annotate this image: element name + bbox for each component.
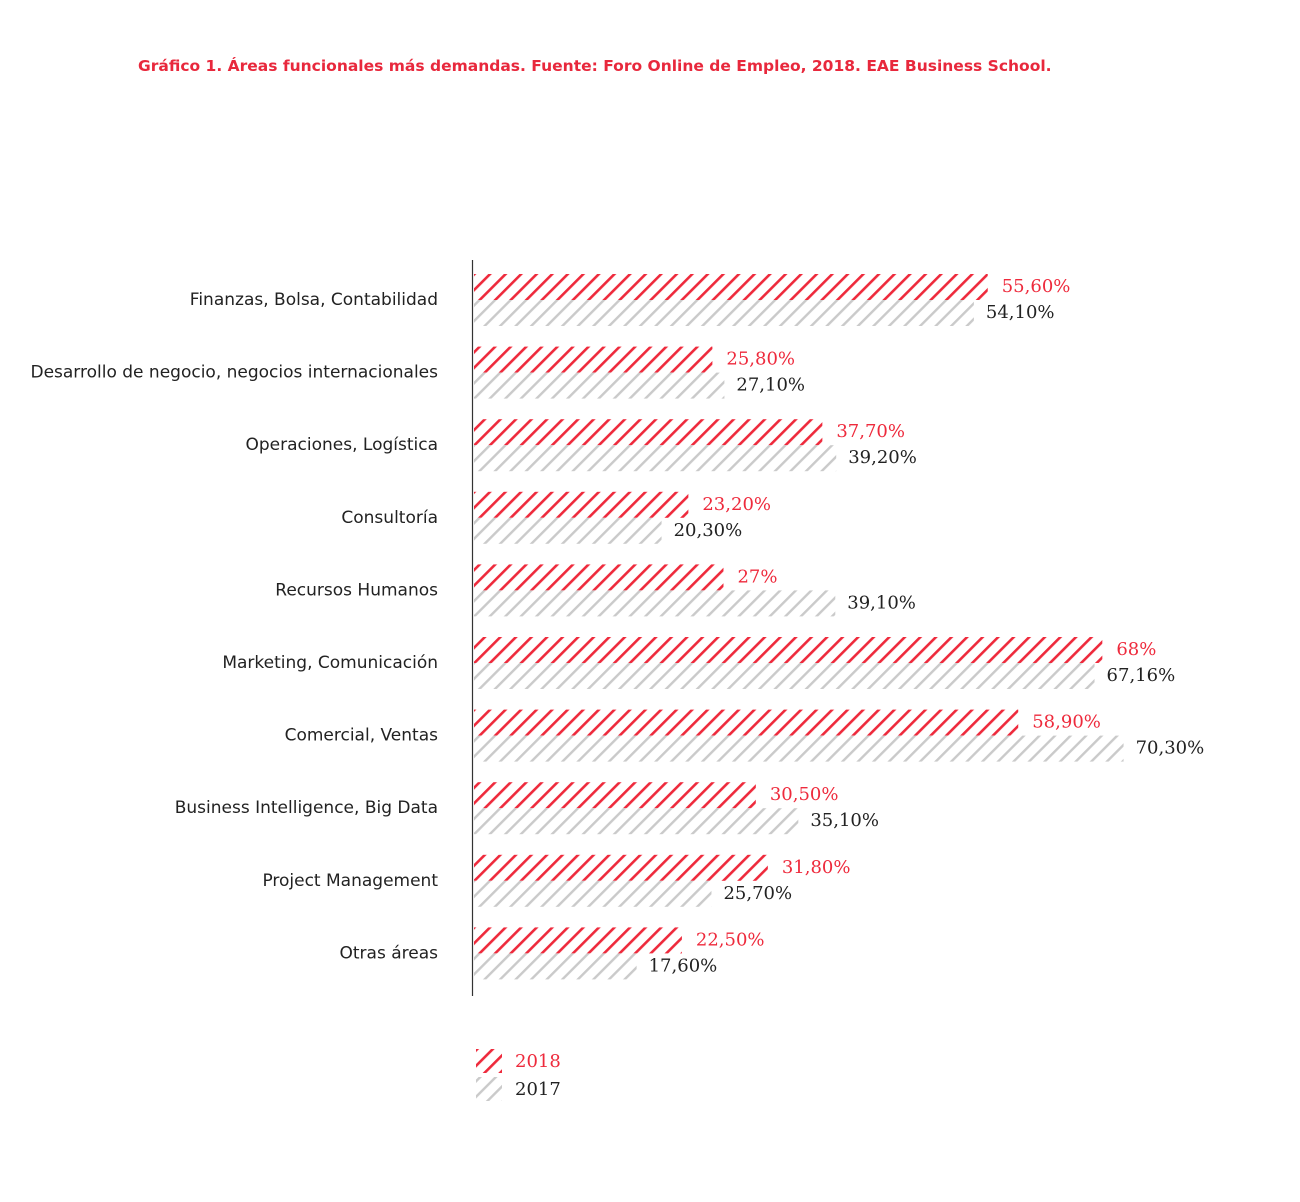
data-label-2017: 20,30% — [674, 520, 743, 541]
bar-2017 — [474, 590, 836, 617]
category-label: Otras áreas — [340, 943, 439, 963]
data-label-2017: 70,30% — [1136, 738, 1205, 759]
category-label: Comercial, Ventas — [285, 726, 439, 746]
bar-2018 — [474, 782, 756, 809]
data-label-2017: 25,70% — [723, 883, 792, 904]
category-label: Operaciones, Logística — [245, 435, 438, 455]
category-label: Consultoría — [341, 508, 438, 528]
bar-2017 — [474, 445, 837, 472]
bar-2017 — [474, 517, 662, 544]
bar-2017 — [474, 372, 725, 399]
bar-2017 — [474, 953, 637, 980]
bar-2018 — [474, 491, 689, 518]
data-label-2018: 68% — [1116, 639, 1156, 660]
data-label-2018: 31,80% — [782, 857, 851, 878]
data-label-2018: 23,20% — [702, 494, 771, 515]
chart-title: Gráfico 1. Áreas funcionales más demanda… — [138, 57, 1052, 75]
legend-swatch-2017 — [476, 1077, 502, 1101]
category-label: Business Intelligence, Big Data — [175, 798, 438, 818]
bar-2018 — [474, 419, 823, 446]
data-label-2018: 58,90% — [1032, 712, 1101, 733]
data-label-2018: 22,50% — [696, 929, 765, 950]
bar-2018 — [474, 927, 682, 954]
data-label-2017: 27,10% — [736, 375, 805, 396]
bar-2018 — [474, 346, 713, 373]
bar-2018 — [474, 564, 724, 591]
legend-swatch-2018 — [476, 1049, 502, 1073]
data-label-2017: 17,60% — [649, 955, 718, 976]
data-label-2018: 25,80% — [726, 349, 795, 370]
data-label-2018: 30,50% — [770, 784, 839, 805]
legend-label-2017: 2017 — [515, 1079, 561, 1100]
bar-2017 — [474, 735, 1124, 762]
category-label: Desarrollo de negocio, negocios internac… — [30, 363, 438, 383]
data-label-2017: 39,10% — [847, 592, 916, 613]
data-label-2018: 27% — [737, 566, 777, 587]
category-label: Finanzas, Bolsa, Contabilidad — [190, 290, 438, 310]
legend-label-2018: 2018 — [515, 1051, 561, 1072]
data-label-2017: 39,20% — [848, 447, 917, 468]
data-label-2018: 37,70% — [836, 421, 905, 442]
bar-2018 — [474, 854, 768, 881]
category-label: Project Management — [262, 871, 438, 891]
bar-2017 — [474, 300, 974, 326]
bar-2017 — [474, 880, 712, 907]
category-label: Recursos Humanos — [275, 580, 438, 600]
bar-2017 — [474, 808, 799, 835]
bar-2018 — [474, 637, 1103, 663]
data-label-2017: 35,10% — [810, 810, 879, 831]
bar-2018 — [474, 274, 988, 300]
bar-2017 — [474, 663, 1095, 689]
data-label-2018: 55,60% — [1002, 276, 1071, 297]
category-label: Marketing, Comunicación — [222, 653, 438, 673]
bar-2018 — [474, 709, 1019, 736]
data-label-2017: 54,10% — [986, 302, 1055, 323]
legend: 2018 2017 — [476, 1049, 561, 1101]
data-label-2017: 67,16% — [1107, 665, 1176, 686]
